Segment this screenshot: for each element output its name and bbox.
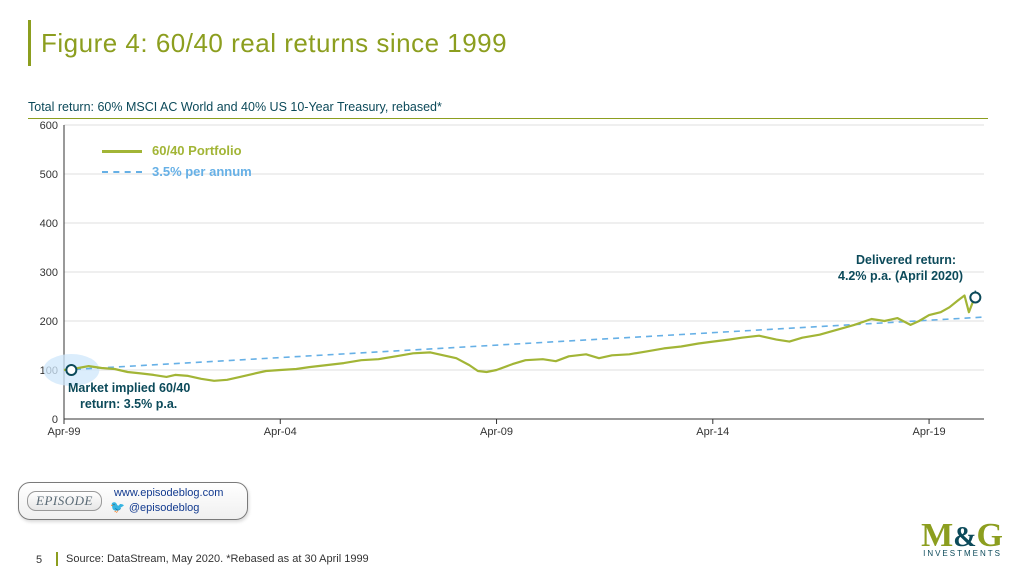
legend-swatch-portfolio — [102, 150, 142, 153]
episode-handle-row: 🐦 @episodeblog — [110, 500, 223, 516]
figure-subtitle: Total return: 60% MSCI AC World and 40% … — [28, 100, 996, 114]
svg-text:Apr-04: Apr-04 — [264, 426, 297, 438]
twitter-icon: 🐦 — [110, 500, 125, 516]
figure-title-wrap: Figure 4: 60/40 real returns since 1999 — [28, 20, 996, 66]
callout-start: Market implied 60/40 return: 3.5% p.a. — [68, 381, 190, 412]
svg-text:600: 600 — [40, 120, 58, 132]
episode-url-row: www.episodeblog.com — [110, 486, 223, 500]
source-accent-bar — [56, 552, 58, 566]
legend-item-benchmark: 3.5% per annum — [102, 162, 252, 183]
episode-url: www.episodeblog.com — [114, 486, 223, 500]
chart-area: 0100200300400500600Apr-99Apr-04Apr-09Apr… — [28, 119, 988, 449]
svg-text:Apr-19: Apr-19 — [913, 426, 946, 438]
source-text: Source: DataStream, May 2020. *Rebased a… — [66, 553, 369, 565]
svg-text:Apr-09: Apr-09 — [480, 426, 513, 438]
page-number: 5 — [36, 554, 42, 566]
episode-badge: EPISODE www.episodeblog.com 🐦 @episodebl… — [18, 482, 248, 520]
svg-text:Apr-99: Apr-99 — [47, 426, 80, 438]
legend: 60/40 Portfolio 3.5% per annum — [102, 141, 252, 183]
episode-text: www.episodeblog.com 🐦 @episodeblog — [110, 486, 223, 516]
page-root: Figure 4: 60/40 real returns since 1999 … — [0, 0, 1024, 576]
svg-text:400: 400 — [40, 218, 58, 230]
subtitle-wrap: Total return: 60% MSCI AC World and 40% … — [28, 100, 996, 119]
mg-logo-sub: INVESTMENTS — [921, 549, 1002, 558]
mg-logo: M&G INVESTMENTS — [921, 522, 1002, 558]
legend-swatch-benchmark — [102, 171, 142, 173]
svg-text:Apr-14: Apr-14 — [696, 426, 729, 438]
callout-start-line1: Market implied 60/40 — [68, 381, 190, 397]
legend-label-benchmark: 3.5% per annum — [152, 162, 252, 183]
callout-end: Delivered return: 4.2% p.a. (April 2020) — [838, 253, 963, 284]
legend-item-portfolio: 60/40 Portfolio — [102, 141, 252, 162]
svg-text:500: 500 — [40, 169, 58, 181]
title-accent-bar — [28, 20, 31, 66]
svg-text:300: 300 — [40, 267, 58, 279]
callout-end-line2: 4.2% p.a. (April 2020) — [838, 269, 963, 285]
episode-handle: @episodeblog — [129, 501, 200, 515]
svg-text:200: 200 — [40, 316, 58, 328]
legend-label-portfolio: 60/40 Portfolio — [152, 141, 242, 162]
svg-text:0: 0 — [52, 414, 58, 426]
callout-end-line1: Delivered return: — [838, 253, 963, 269]
mg-logo-main: M&G — [921, 522, 1002, 551]
figure-title: Figure 4: 60/40 real returns since 1999 — [41, 28, 507, 59]
callout-start-line2: return: 3.5% p.a. — [68, 397, 190, 413]
episode-logo: EPISODE — [27, 491, 102, 511]
source-wrap: Source: DataStream, May 2020. *Rebased a… — [56, 552, 369, 566]
